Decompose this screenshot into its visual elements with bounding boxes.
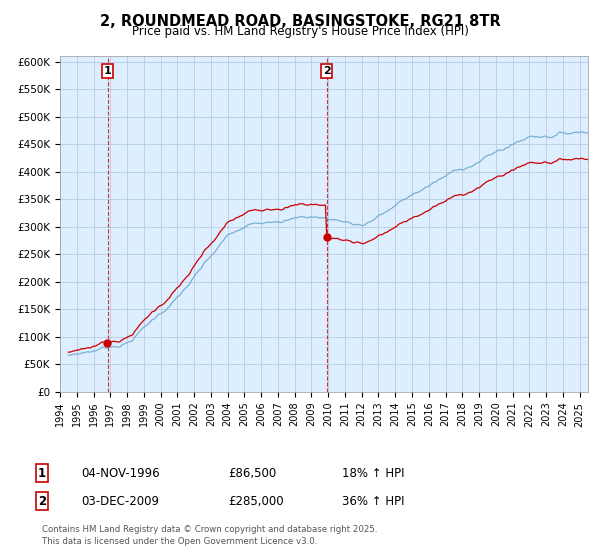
- Text: Contains HM Land Registry data © Crown copyright and database right 2025.
This d: Contains HM Land Registry data © Crown c…: [42, 525, 377, 546]
- Text: 04-NOV-1996: 04-NOV-1996: [81, 466, 160, 480]
- Text: 03-DEC-2009: 03-DEC-2009: [81, 494, 159, 508]
- Text: 2: 2: [323, 66, 331, 76]
- Text: 2, ROUNDMEAD ROAD, BASINGSTOKE, RG21 8TR: 2, ROUNDMEAD ROAD, BASINGSTOKE, RG21 8TR: [100, 14, 500, 29]
- Text: £285,000: £285,000: [228, 494, 284, 508]
- Text: 2: 2: [38, 494, 46, 508]
- Text: Price paid vs. HM Land Registry's House Price Index (HPI): Price paid vs. HM Land Registry's House …: [131, 25, 469, 38]
- Text: £86,500: £86,500: [228, 466, 276, 480]
- Text: 1: 1: [104, 66, 112, 76]
- Text: 1: 1: [38, 466, 46, 480]
- Text: 36% ↑ HPI: 36% ↑ HPI: [342, 494, 404, 508]
- Text: 18% ↑ HPI: 18% ↑ HPI: [342, 466, 404, 480]
